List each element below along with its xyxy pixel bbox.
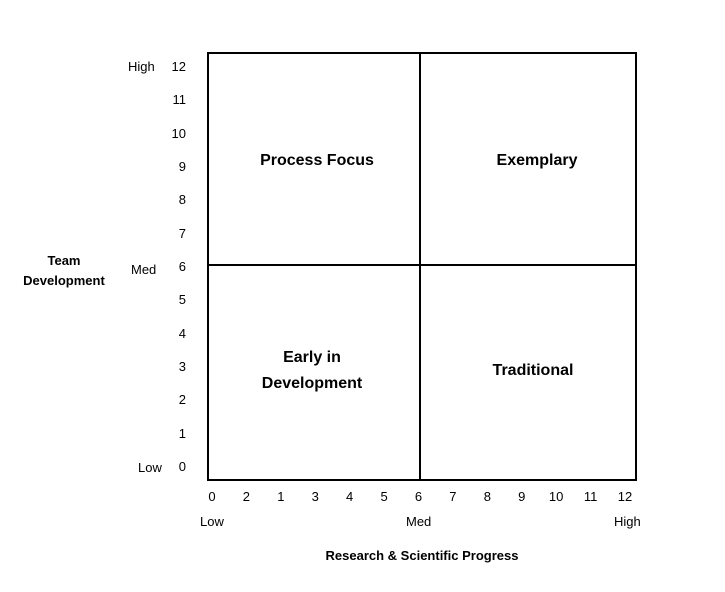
x-tick-label: 0 (208, 489, 216, 504)
y-tick-label: 4 (178, 325, 186, 341)
y-tick-label: 6 (178, 259, 186, 274)
quadrant-label-line-2: Development (261, 375, 363, 392)
plot-frame (207, 52, 637, 481)
quadrant-top-right: Exemplary (497, 148, 578, 174)
quadrant-bottom-right: Traditional (493, 358, 574, 384)
x-tick-label: 10 (548, 489, 564, 504)
y-tick-label: 3 (178, 359, 186, 374)
y-axis-title-line-1: Team (47, 253, 81, 268)
x-tick-label: 6 (414, 489, 423, 504)
quadrant-bottom-left: Early in Development (262, 345, 362, 397)
quadrant-label-line-1: Early in (283, 349, 341, 366)
x-axis-title: Research & Scientific Progress (325, 548, 519, 563)
y-tick-label: 0 (178, 459, 186, 474)
y-axis-title: Team Development (10, 251, 118, 291)
x-tick-label: 8 (483, 489, 491, 504)
y-level-med: Med (131, 262, 157, 277)
x-level-med: Med (406, 514, 432, 529)
y-level-low: Low (138, 460, 162, 475)
y-tick-label: 2 (178, 392, 186, 408)
y-tick-label: 11 (172, 92, 187, 108)
x-tick-label: 3 (311, 489, 319, 504)
x-tick-label: 1 (277, 489, 285, 504)
y-tick-label: 10 (171, 125, 186, 141)
y-tick-label: 5 (178, 292, 186, 308)
x-tick-label: 9 (518, 489, 526, 504)
x-tick-label: 5 (380, 489, 388, 504)
y-tick-label: 9 (178, 159, 186, 174)
x-tick-label: 11 (583, 489, 598, 504)
y-tick-label: 1 (178, 425, 186, 441)
y-tick-label: 12 (171, 59, 186, 74)
y-axis-title-line-2: Development (23, 273, 105, 288)
x-tick-label: 4 (346, 489, 354, 504)
quadrant-top-left: Process Focus (260, 148, 374, 174)
x-tick-label: 2 (242, 489, 251, 504)
y-level-high: High (128, 59, 155, 74)
x-tick-label: 7 (449, 489, 457, 504)
y-tick-label: 7 (178, 225, 186, 241)
quadrant-label: Traditional (492, 362, 574, 379)
x-level-low: Low (200, 514, 224, 529)
x-level-high: High (614, 514, 641, 529)
horizontal-divider (207, 264, 635, 266)
quadrant-label: Process Focus (260, 152, 374, 169)
y-tick-label: 8 (178, 192, 186, 208)
x-tick-label: 12 (617, 489, 633, 504)
quadrant-label: Exemplary (496, 152, 578, 169)
